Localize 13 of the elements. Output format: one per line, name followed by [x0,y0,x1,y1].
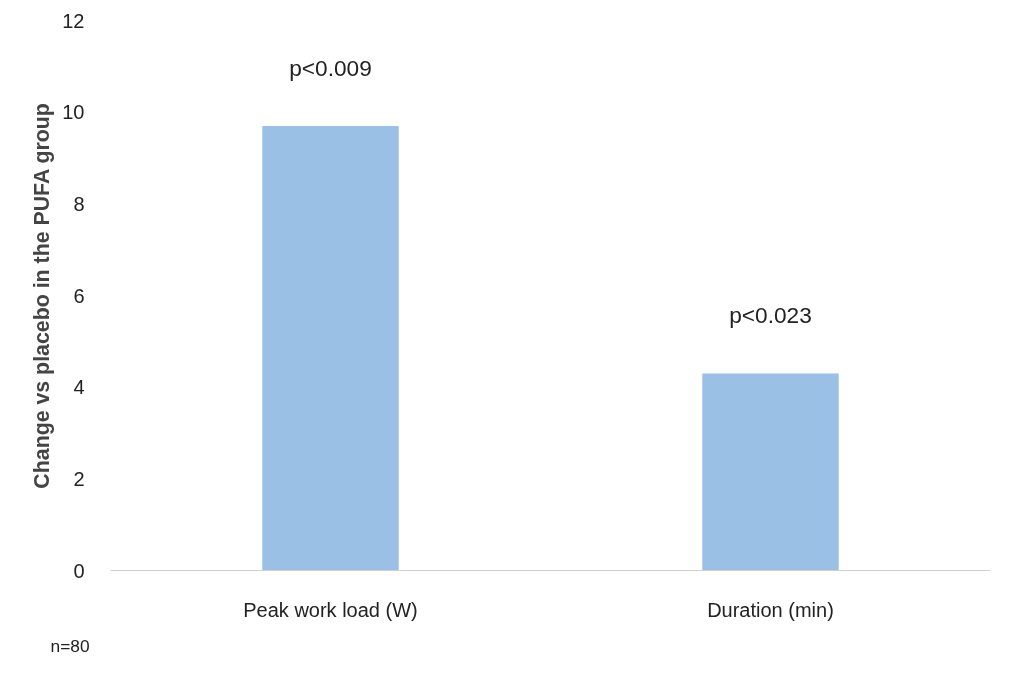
text: n=80 [50,635,90,656]
y-tick-label: 6 [73,284,85,307]
x-tick-label: Peak work load (W) [243,598,418,621]
annotation: p<0.009 [289,54,372,81]
y-tick-label: 2 [73,467,85,490]
y-tick-label: 8 [73,192,85,215]
x-tick-label: Duration (min) [707,598,834,621]
y-tick-label: 0 [73,559,85,582]
y-tick-label: 12 [62,9,85,32]
y-tick-label: 10 [62,101,85,124]
y-axis-title: Change vs placebo in the PUFA group [30,103,55,489]
annotation: p<0.023 [729,302,812,329]
y-tick-label: 4 [73,376,85,399]
